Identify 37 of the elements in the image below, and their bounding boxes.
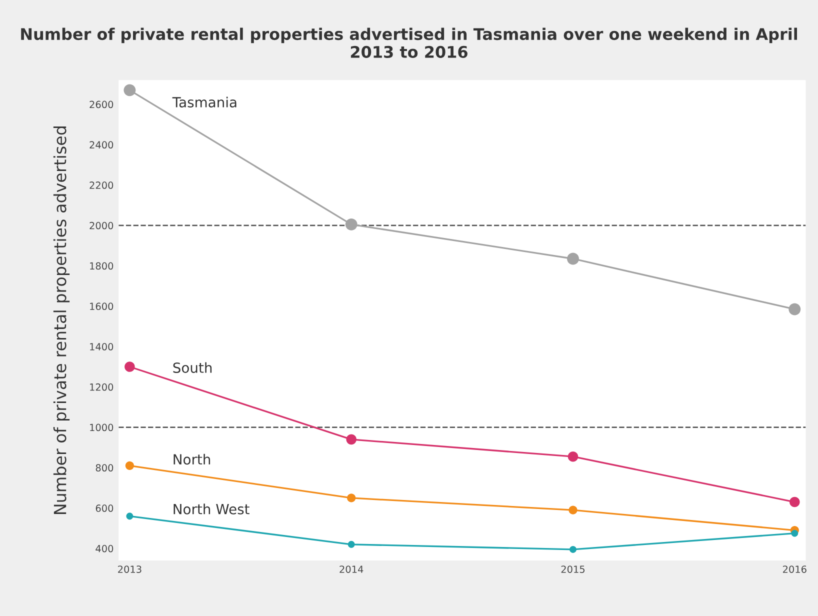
series-label: North West	[174, 504, 250, 514]
point	[790, 496, 800, 508]
series-label: South	[173, 362, 212, 373]
point	[788, 303, 801, 316]
point	[124, 84, 136, 96]
y-axis-title: Number of private rental properties advertised	[53, 126, 70, 514]
point	[568, 451, 578, 462]
chart-title: Number of private rental properties advertised in Tasmania over one weekend in April 2013 to 2016	[21, 28, 798, 58]
series-label: Tasmania	[172, 96, 236, 108]
y-tick-label: 1400	[90, 343, 114, 350]
point	[124, 362, 135, 372]
point	[347, 494, 356, 502]
point	[126, 512, 134, 520]
point	[567, 252, 579, 265]
point	[348, 540, 355, 548]
y-tick-label: 2600	[90, 100, 114, 108]
x-tick-label: 2016	[782, 566, 806, 573]
y-tick-label: 2400	[90, 141, 114, 149]
y-tick-label: 2000	[90, 222, 114, 230]
y-tick-label: 1800	[90, 262, 114, 270]
y-tick-label: 800	[96, 464, 114, 472]
point	[345, 218, 358, 230]
point	[125, 461, 134, 470]
y-tick-label: 2200	[90, 182, 114, 189]
point	[570, 546, 576, 553]
x-tick-label: 2015	[561, 566, 585, 573]
y-tick-label: 1600	[90, 302, 114, 310]
x-tick-label: 2014	[340, 566, 364, 573]
point	[791, 530, 798, 537]
series-label: North	[174, 454, 210, 465]
y-tick-label: 400	[96, 544, 114, 552]
x-tick-label: 2013	[118, 566, 142, 573]
y-tick-label: 1200	[90, 383, 114, 391]
y-tick-label: 1000	[90, 424, 114, 432]
point	[346, 434, 356, 445]
point	[568, 506, 578, 514]
y-tick-label: 600	[96, 504, 114, 512]
